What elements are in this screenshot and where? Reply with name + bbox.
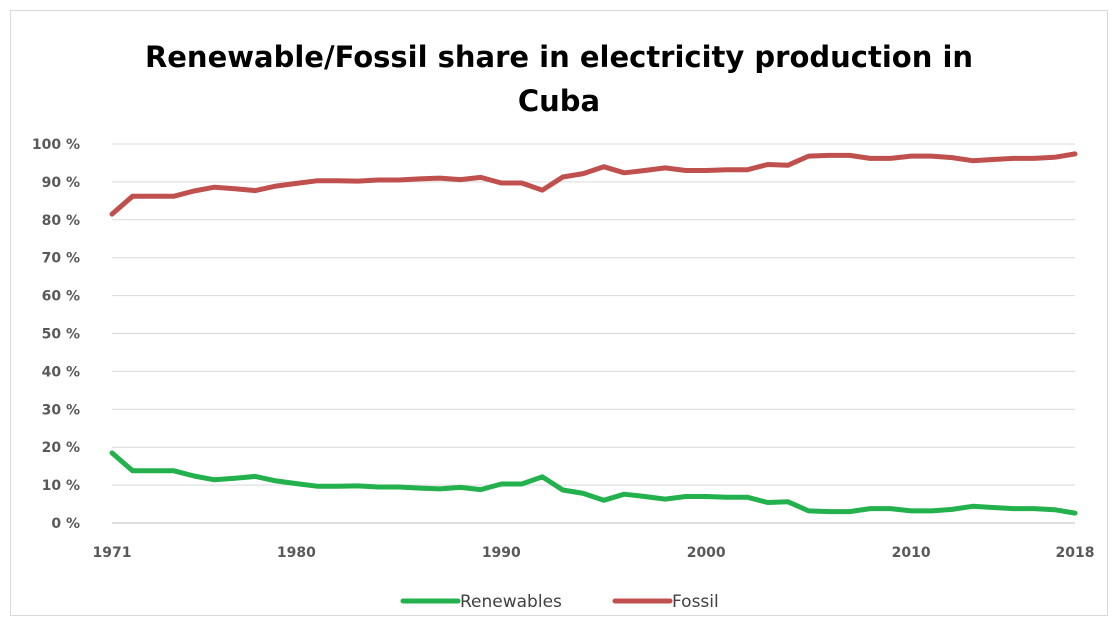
- y-tick-label: 100 %: [32, 137, 80, 153]
- y-tick-label: 0 %: [51, 516, 80, 532]
- legend-label-fossil: Fossil: [672, 592, 719, 612]
- chart-title-line-1: Renewable/Fossil share in electricity pr…: [144, 40, 974, 74]
- legend-label-renewables: Renewables: [460, 592, 562, 612]
- y-tick-label: 30 %: [42, 402, 80, 418]
- x-tick-label: 2000: [687, 545, 726, 561]
- x-tick-label: 1980: [277, 545, 316, 561]
- chart-title-line-2: Cuba: [517, 84, 601, 118]
- y-tick-label: 60 %: [42, 289, 80, 305]
- y-tick-label: 90 %: [42, 175, 80, 191]
- x-tick-label: 2010: [892, 545, 931, 561]
- y-tick-label: 50 %: [42, 327, 80, 343]
- series-line-fossil: [109, 151, 1078, 217]
- x-tick-label: 1971: [93, 545, 132, 561]
- y-tick-label: 40 %: [42, 364, 80, 380]
- y-tick-label: 10 %: [42, 478, 80, 494]
- y-tick-label: 20 %: [42, 440, 80, 456]
- y-tick-label: 80 %: [42, 213, 80, 229]
- x-tick-label: 1990: [482, 545, 521, 561]
- chart-frame: [10, 10, 1108, 616]
- series-line-renewables: [109, 450, 1078, 516]
- y-tick-label: 70 %: [42, 251, 80, 267]
- x-tick-label: 2018: [1056, 545, 1095, 561]
